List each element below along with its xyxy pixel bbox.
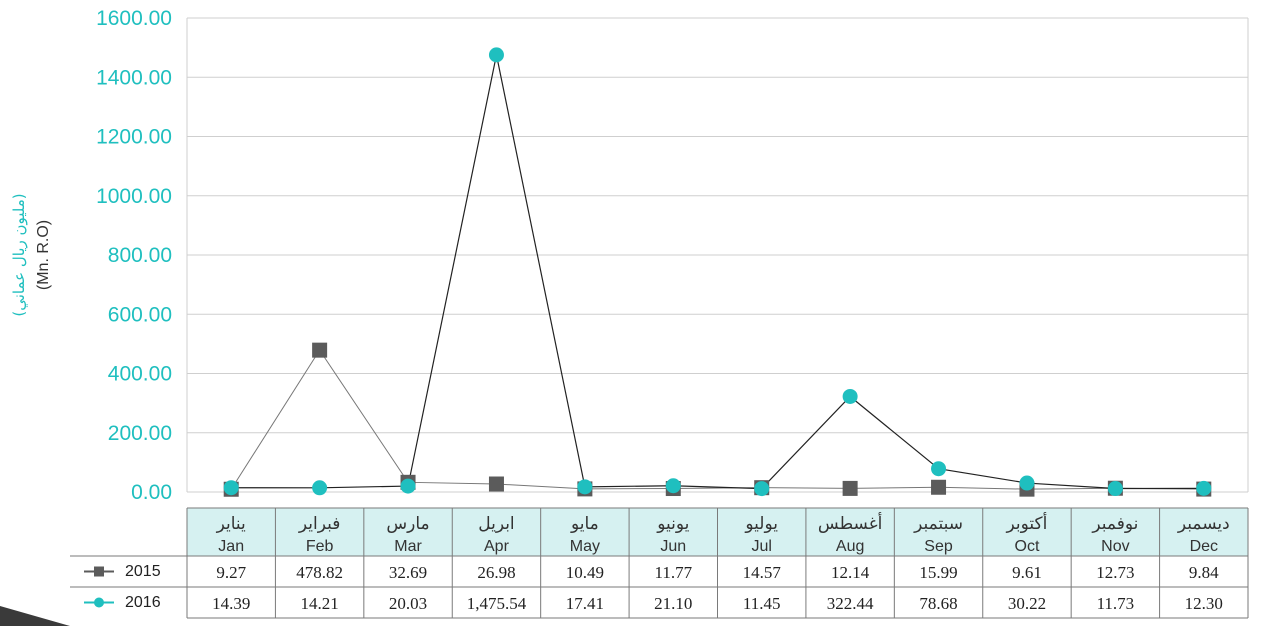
point-2016 <box>577 479 593 495</box>
month-label-english: Oct <box>1015 538 1040 555</box>
table-cell-value: 9.84 <box>1189 563 1219 582</box>
point-2016 <box>931 461 947 477</box>
table-cell-value: 10.49 <box>566 563 604 582</box>
month-label-english: Sep <box>924 538 953 555</box>
y-axis-label-english: (Mn. R.O) <box>35 220 52 290</box>
table-cell-value: 478.82 <box>296 563 343 582</box>
table-cell-value: 26.98 <box>477 563 515 582</box>
month-label-arabic: فبراير <box>298 514 340 534</box>
month-label-english: Jun <box>660 538 686 555</box>
month-label-english: Apr <box>484 538 510 555</box>
month-label-arabic: ديسمبر <box>1177 514 1230 534</box>
y-axis-label-arabic: (مليون ريال عماني) <box>10 193 29 316</box>
table-cell-value: 11.73 <box>1097 594 1135 613</box>
month-label-arabic: يناير <box>216 514 246 534</box>
table-cell-value: 20.03 <box>389 594 427 613</box>
point-2016 <box>665 478 681 494</box>
month-label-english: Jan <box>218 538 244 555</box>
month-label-english: Dec <box>1190 538 1218 555</box>
month-label-english: Mar <box>394 538 422 555</box>
series-lines <box>230 54 1204 490</box>
point-2016 <box>842 388 858 404</box>
table-cell-value: 1,475.54 <box>467 594 527 613</box>
month-label-arabic: ابريل <box>478 514 514 534</box>
month-label-arabic: مارس <box>386 514 429 534</box>
y-tick-label: 400.00 <box>108 363 172 386</box>
point-2016 <box>754 481 770 497</box>
table-cell-value: 17.41 <box>566 594 604 613</box>
y-tick-label: 800.00 <box>108 244 172 267</box>
legend-label-2016: 2016 <box>125 594 161 611</box>
table-cell-value: 12.14 <box>831 563 870 582</box>
y-tick-label: 600.00 <box>108 303 172 326</box>
series-line-2015 <box>230 349 1204 490</box>
point-2016 <box>488 47 504 63</box>
table-cell-value: 15.99 <box>919 563 957 582</box>
y-tick-label: 1000.00 <box>96 185 172 208</box>
point-2015 <box>312 342 328 358</box>
legend-label-2015: 2015 <box>125 563 161 580</box>
series-markers <box>223 47 1212 497</box>
month-label-arabic: أغسطس <box>818 512 882 534</box>
corner-triangle-decoration <box>0 606 70 626</box>
month-label-english: May <box>570 538 600 555</box>
table-cell-value: 14.21 <box>301 594 339 613</box>
y-tick-label: 1400.00 <box>96 66 172 89</box>
month-label-arabic: أكتوبر <box>1006 512 1048 534</box>
month-label-arabic: مايو <box>570 514 599 534</box>
table-cell-value: 21.10 <box>654 594 692 613</box>
table-cell-value: 14.57 <box>743 563 782 582</box>
y-axis-label: (مليون ريال عماني) (Mn. R.O) <box>10 193 52 316</box>
point-2016 <box>400 478 416 494</box>
series-line-2016 <box>231 54 1204 490</box>
month-label-arabic: سبتمبر <box>913 514 963 534</box>
month-label-arabic: يوليو <box>744 514 778 534</box>
data-table: يناير Jan فبراير Feb مارس Mar ابريل Apr مايو May ي… <box>70 507 1249 619</box>
y-tick-labels: 0.00 200.00 400.00 600.00 800.00 1000.00 1200.… <box>96 7 172 504</box>
y-tick-label: 200.00 <box>108 422 172 445</box>
month-label-arabic: نوفمبر <box>1091 514 1138 534</box>
point-2015 <box>488 476 504 492</box>
month-label-english: Nov <box>1101 538 1129 555</box>
point-2015 <box>842 480 858 496</box>
legend-marker-2015 <box>94 566 104 577</box>
y-tick-label: 1600.00 <box>96 7 172 30</box>
table-cell-value: 11.77 <box>654 563 692 582</box>
point-2016 <box>1019 475 1035 491</box>
point-2016 <box>312 480 328 496</box>
month-label-arabic: يونيو <box>656 514 689 534</box>
point-2015 <box>931 479 947 495</box>
table-cell-value: 30.22 <box>1008 594 1046 613</box>
month-label-english: Aug <box>836 538 864 555</box>
point-2016 <box>1196 480 1212 496</box>
table-cell-value: 14.39 <box>212 594 250 613</box>
table-cell-value: 9.27 <box>216 563 246 582</box>
table-cell-value: 12.73 <box>1096 563 1134 582</box>
grid-lines <box>186 17 1249 493</box>
table-cell-value: 322.44 <box>827 594 874 613</box>
y-tick-label: 1200.00 <box>96 126 172 149</box>
table-cell-value: 12.30 <box>1185 594 1223 613</box>
month-label-english: Feb <box>306 538 334 555</box>
table-cell-value: 11.45 <box>743 594 781 613</box>
table-cell-value: 32.69 <box>389 563 427 582</box>
month-label-english: Jul <box>751 538 771 555</box>
y-tick-label: 0.00 <box>131 481 172 504</box>
point-2016 <box>1107 481 1123 497</box>
table-cell-value: 78.68 <box>919 594 957 613</box>
table-cell-value: 9.61 <box>1012 563 1042 582</box>
point-2016 <box>223 480 239 496</box>
legend-marker-2016 <box>94 597 104 608</box>
